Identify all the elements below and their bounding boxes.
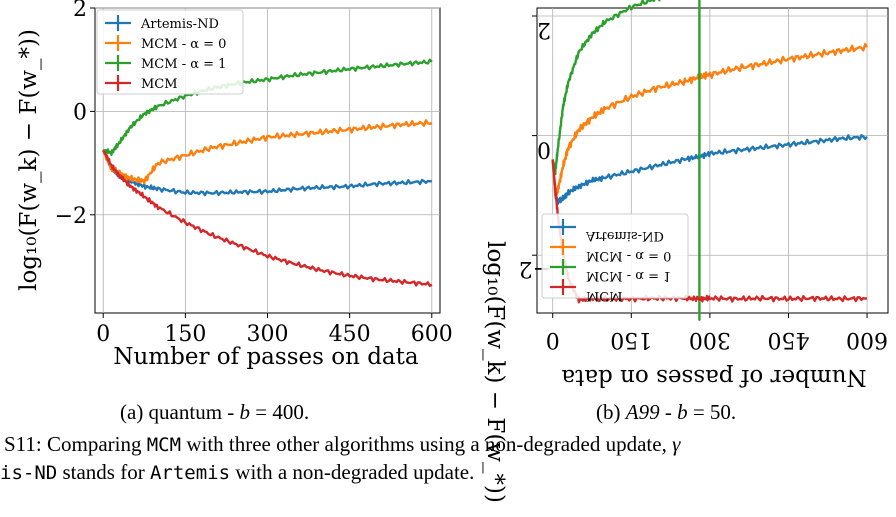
caption-code: is-ND [0,462,58,484]
legend-box [541,213,689,299]
y-tick-label: 0 [537,137,551,162]
subcaption-b-mid: - [659,400,678,424]
subcaption-b-eq: = 50. [687,400,737,424]
grid [90,7,440,318]
series-line [102,119,433,185]
chart-a99: 0 150 300 450 600−202 Number of passes on da… [519,0,889,390]
x-tick-label: 300 [689,327,731,352]
x-tick-label: 450 [329,322,371,347]
chart-quantum: 0 150 300 450 600 −2 0 2 Number of passes on da… [16,0,453,370]
legend-label: MCM [141,77,178,92]
caption-text: with three other algorithms using a non-… [181,432,673,456]
x-tick-label: 150 [164,322,206,347]
series-line [551,134,868,205]
caption-code: Artemis [149,462,231,484]
subcaption-a-eq: = 400. [250,400,310,424]
x-tick-label: 300 [247,322,289,347]
y-axis-label-overlap: log₁₀(F(w_k) − F(w_*)) [482,241,508,503]
tick-labels: 0 150 300 450 600−202 [519,17,888,352]
series-line [102,149,433,288]
x-axis-label: Number of passes on data [561,364,866,390]
subcaption-b: (b) A99 - b = 50. [596,400,736,425]
caption-line-1: S11: Comparing MCM with three other algo… [4,432,680,457]
legend: Artemis-ND MCM - α = 0 MCM - α = 1 MCM [541,213,689,303]
x-tick-label: 0 [96,322,110,347]
tick-labels: 0 150 300 450 600 −2 0 2 [55,0,453,347]
x-tick-label: 0 [546,327,560,352]
legend-label: MCM [586,288,623,303]
legend-label: Artemis-ND [585,228,664,243]
legend-label: MCM - α = 0 [141,37,226,52]
x-axis-label: Number of passes on data [113,344,418,370]
legend-label: MCM - α = 1 [586,268,671,283]
x-tick-label: 600 [846,327,888,352]
legend-label: Artemis-ND [140,17,219,32]
y-tick-label: −2 [55,204,87,229]
x-tick-label: 150 [610,327,652,352]
subcaption-b-var: b [677,400,688,424]
caption-text: with a non-degraded update. [230,460,475,484]
caption-text: stands for [57,460,150,484]
caption-text: S11: Comparing [4,432,147,456]
legend-label: MCM - α = 0 [586,248,671,263]
series-line [551,42,869,199]
subcaption-b-prefix: (b) [596,400,626,424]
y-tick-label: 0 [73,100,87,125]
series-group [551,0,869,321]
series-line [551,0,701,321]
y-tick-label: 2 [73,0,87,22]
subcaption-b-dataset: A99 [625,400,660,424]
y-axis-label: log₁₀(F(w_k) − F(w_*)) [16,29,42,291]
series-group [102,58,433,288]
plot-frame [536,7,889,314]
x-tick-label: 600 [411,322,453,347]
subcaption-a: (a) quantum - b = 400. [120,400,309,425]
legend: Artemis-ND MCM - α = 0 MCM - α = 1 MCM [96,9,244,95]
subcaption-a-var: b [239,400,251,424]
x-tick-label: 450 [767,327,809,352]
subcaption-a-prefix: (a) quantum - [120,400,240,424]
caption-code: MCM [146,434,182,456]
caption-symbol: γ [672,432,681,456]
y-tick-label: 2 [537,17,551,42]
legend-label: MCM - α = 1 [141,57,226,72]
caption-line-2: is-ND stands for Artemis with a non-degr… [0,460,474,485]
legend-box [96,9,244,95]
